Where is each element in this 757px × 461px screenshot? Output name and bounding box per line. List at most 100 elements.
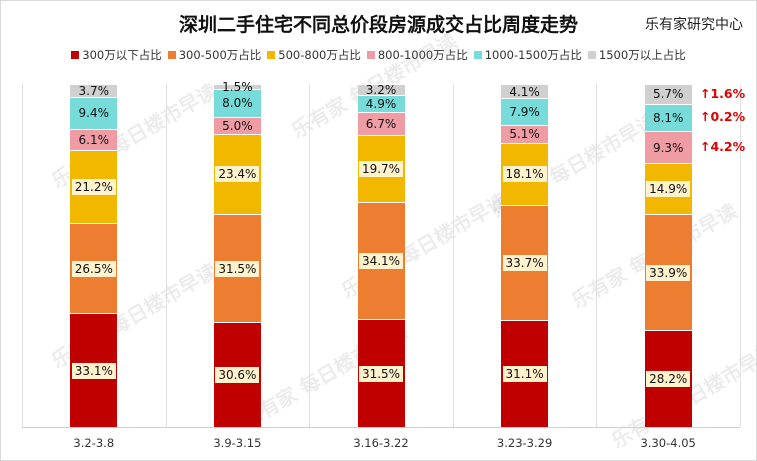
legend-swatch-icon [473, 51, 482, 59]
bar-segment: 34.1% [357, 202, 405, 320]
data-label: 5.7% [652, 87, 684, 102]
change-annotation: ↑0.2% [700, 109, 746, 125]
legend-item: 1000-1500万占比 [473, 47, 582, 63]
legend-swatch-icon [366, 51, 375, 59]
bar-segment: 9.4% [70, 96, 118, 129]
category-divider [309, 84, 311, 427]
data-label: 34.1% [358, 253, 404, 270]
bar-segment: 31.5% [213, 214, 261, 323]
data-label: 33.7% [502, 255, 547, 272]
data-label: 21.2% [71, 178, 116, 195]
legend-swatch-icon [167, 51, 176, 59]
stacked-bar: 31.5% 34.1% 19.7% 6.7% 4.9% 3.2% [357, 83, 405, 427]
bar-segment: 14.9% [644, 163, 692, 215]
bar-segment: 21.2% [70, 149, 118, 223]
category-divider [452, 84, 454, 427]
data-label: 30.6% [215, 367, 260, 384]
legend-item: 300-500万占比 [167, 47, 262, 63]
legend-label: 300-500万占比 [178, 48, 262, 62]
bar-segment: 31.1% [501, 320, 549, 427]
legend-label: 1500万以上占比 [598, 48, 686, 62]
bar-segment: 8.0% [213, 89, 261, 117]
bar-segment: 31.5% [357, 319, 405, 427]
data-label: 7.9% [509, 105, 540, 120]
x-axis-line [22, 427, 740, 428]
legend-swatch-icon [587, 51, 596, 59]
bar-segment: 6.7% [357, 111, 405, 135]
bar-segment: 5.7% [644, 84, 692, 104]
data-label: 3.7% [78, 83, 110, 98]
x-axis-label: 3.30-4.05 [640, 436, 696, 450]
legend-item: 1500万以上占比 [587, 47, 686, 63]
bar-segment: 3.7% [70, 83, 118, 98]
bar-segment: 7.9% [501, 98, 549, 126]
legend-swatch-icon [267, 51, 276, 59]
bar-segment: 4.9% [357, 95, 405, 112]
bar-segment: 18.1% [501, 142, 549, 205]
bar-segment: 9.3% [644, 131, 692, 164]
legend-item: 500-800万占比 [267, 47, 361, 63]
category-divider [22, 84, 23, 427]
data-label: 1.5% [222, 80, 253, 95]
data-label: 31.1% [502, 366, 547, 383]
legend-swatch-icon [71, 51, 80, 59]
plot-area: 33.1% 26.5% 21.2% 6.1% 9.4% 3.7% 30.6% 31.5% 23.… [22, 80, 741, 427]
data-label: 8.1% [652, 110, 684, 125]
chart-title: 深圳二手住宅不同总价段房源成交占比周度走势 [178, 14, 578, 36]
bar-segment: 3.2% [357, 83, 405, 98]
stacked-bar: 33.1% 26.5% 21.2% 6.1% 9.4% 3.7% [70, 83, 118, 427]
x-axis-label: 3.2-3.8 [73, 436, 115, 450]
bar-segment: 4.1% [501, 84, 549, 99]
bar-segment: 5.0% [213, 116, 261, 134]
bar-segment: 30.6% [213, 322, 261, 427]
bar-segment: 33.9% [644, 214, 692, 331]
bar-segment: 23.4% [213, 133, 261, 215]
bar-segment: 28.2% [644, 330, 692, 427]
data-label: 4.9% [365, 96, 397, 111]
data-label: 23.4% [215, 166, 260, 183]
x-axis-label: 3.9-3.15 [213, 436, 262, 450]
bar-segment: 33.1% [70, 313, 118, 427]
data-label: 5.1% [509, 127, 540, 142]
data-label: 14.9% [646, 181, 691, 198]
legend-item: 300万以下占比 [71, 47, 162, 63]
data-label: 33.1% [71, 362, 116, 379]
x-axis-label: 3.23-3.29 [496, 436, 553, 450]
bar-segment: 26.5% [70, 222, 118, 314]
stacked-bar: 30.6% 31.5% 23.4% 5.0% 8.0% 1.5% [213, 80, 261, 427]
data-label: 28.2% [646, 371, 691, 388]
change-annotation: ↑1.6% [700, 85, 746, 101]
legend-label: 300万以下占比 [82, 48, 162, 62]
stacked-bar: 28.2% 33.9% 14.9% 9.3% 8.1% 5.7% [644, 84, 692, 427]
legend-label: 1000-1500万占比 [484, 48, 582, 62]
data-label: 18.1% [502, 166, 547, 183]
legend: 300万以下占比 300-500万占比 500-800万占比 800-1000万占比 1… [0, 47, 757, 63]
data-label: 31.5% [215, 260, 260, 277]
data-label: 3.2% [365, 83, 397, 98]
data-label: 4.1% [509, 84, 540, 99]
legend-label: 800-1000万占比 [377, 48, 468, 62]
bar-segment: 8.1% [644, 103, 692, 132]
data-label: 9.4% [78, 106, 110, 121]
legend-item: 800-1000万占比 [366, 47, 468, 63]
stacked-bar: 31.1% 33.7% 18.1% 5.1% 7.9% 4.1% [501, 84, 549, 427]
data-label: 9.3% [652, 140, 684, 155]
legend-label: 500-800万占比 [278, 48, 361, 62]
source-label: 乐有家研究中心 [645, 17, 743, 33]
data-label: 33.9% [646, 264, 691, 281]
x-axis-label: 3.16-3.22 [353, 436, 409, 450]
category-divider [596, 84, 598, 427]
data-label: 5.0% [222, 118, 253, 133]
bar-segment: 19.7% [357, 134, 405, 203]
data-label: 19.7% [358, 160, 404, 177]
data-label: 26.5% [71, 260, 116, 277]
data-label: 6.7% [365, 116, 397, 131]
bar-segment: 6.1% [70, 128, 118, 150]
category-divider [165, 84, 167, 427]
bar-segment: 33.7% [501, 204, 549, 321]
bar-segment: 1.5% [213, 80, 261, 94]
bar-segment: 5.1% [501, 125, 549, 143]
data-label: 31.5% [358, 365, 404, 382]
data-label: 8.0% [222, 96, 253, 111]
data-label: 6.1% [78, 132, 110, 147]
